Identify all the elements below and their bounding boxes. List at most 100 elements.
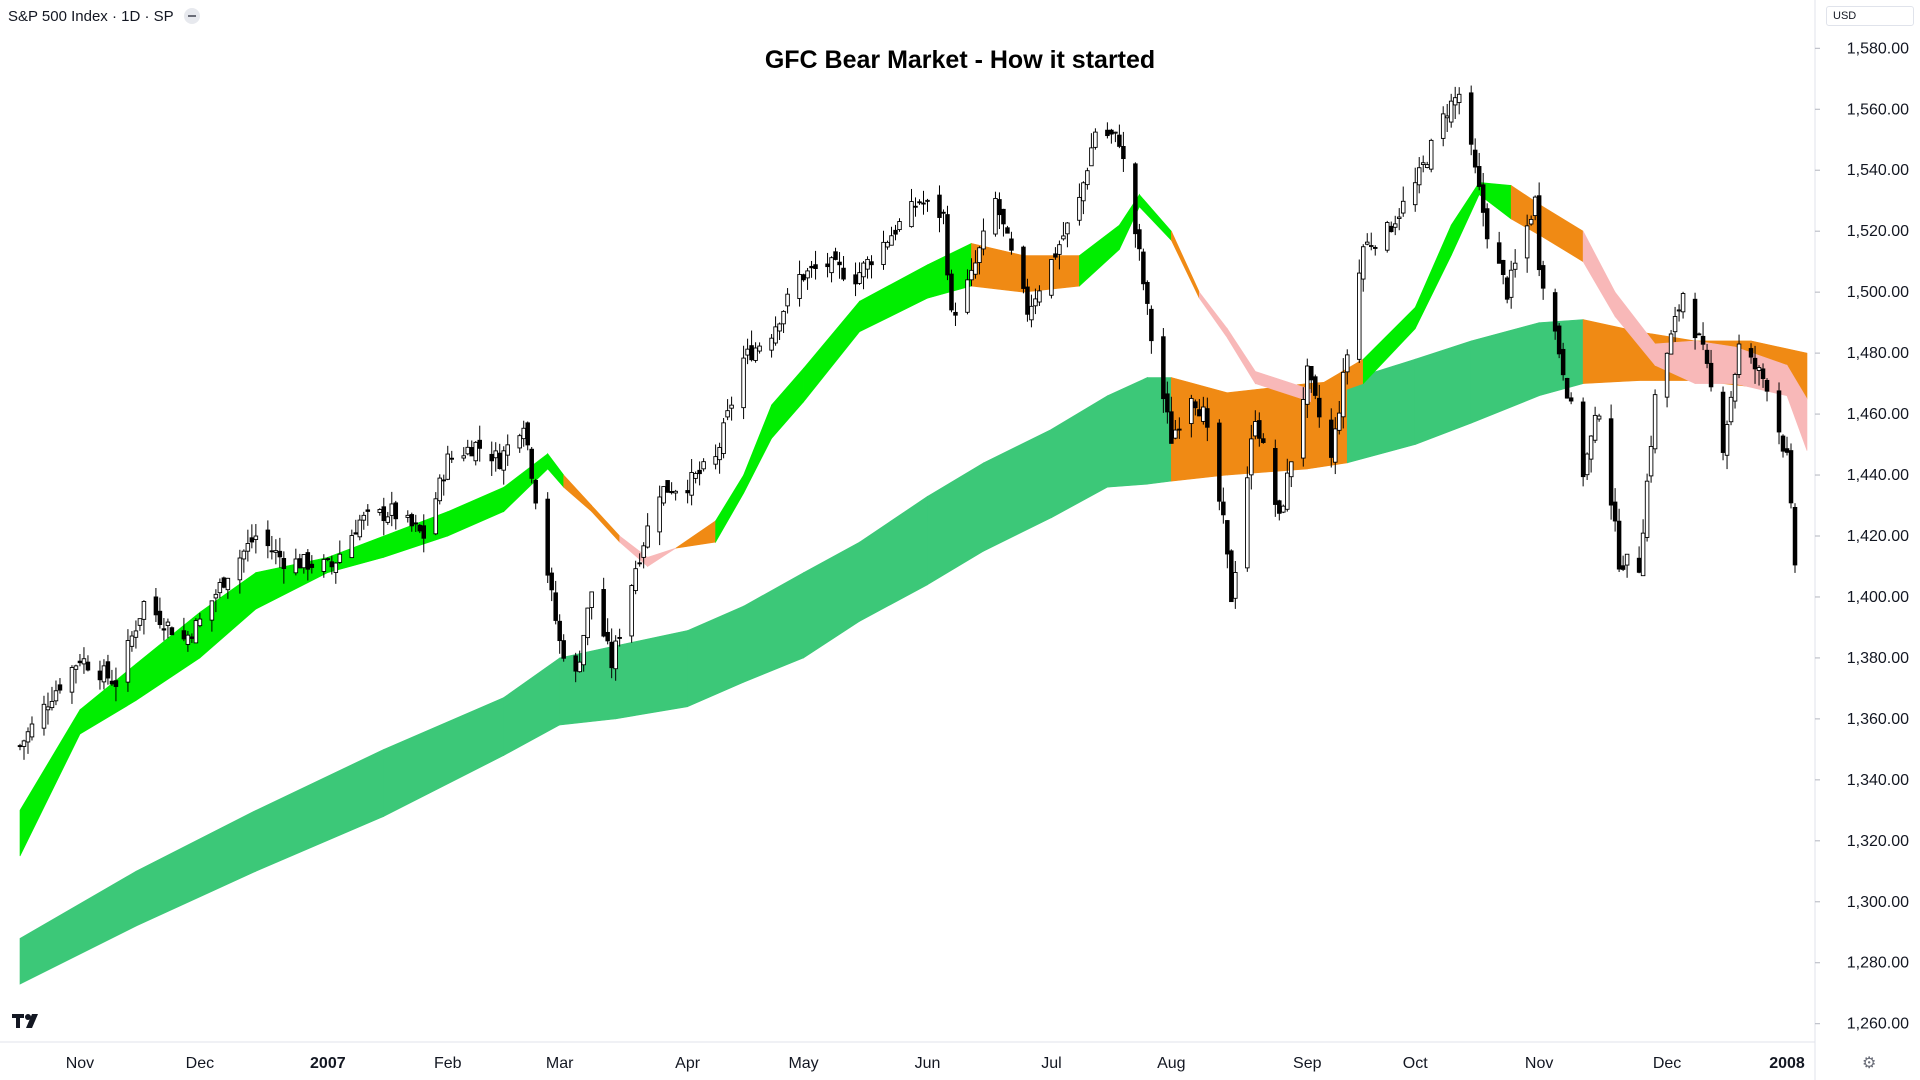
candle <box>297 553 303 569</box>
time-tick-label: Feb <box>434 1055 462 1072</box>
price-axis[interactable]: 1,260.00 1,280.00 1,300.00 1,320.00 1,340.00… <box>1815 40 1909 1033</box>
candle <box>1309 366 1314 393</box>
candle <box>1580 397 1586 487</box>
price-tick-label: 1,260.00 <box>1847 1016 1909 1033</box>
candle <box>725 399 730 421</box>
candle <box>1396 208 1402 231</box>
candle <box>293 548 299 576</box>
candle <box>1588 435 1594 473</box>
tradingview-logo-icon <box>12 1014 38 1028</box>
candle <box>273 539 279 565</box>
time-tick-label: Oct <box>1403 1055 1428 1072</box>
candle <box>1053 247 1058 260</box>
candle <box>1456 87 1462 115</box>
candle <box>1672 306 1678 342</box>
short-ribbon-band-segment <box>547 452 564 489</box>
candle <box>1480 172 1486 227</box>
candle <box>1217 419 1222 511</box>
short-ribbon-band-segment <box>647 547 676 568</box>
candle <box>545 492 550 584</box>
candle <box>101 659 107 690</box>
candle <box>1496 231 1502 264</box>
candle <box>241 549 247 573</box>
price-tick-label: 1,320.00 <box>1847 833 1909 850</box>
candle <box>81 647 87 674</box>
candle <box>1225 520 1230 569</box>
time-axis[interactable]: Nov Dec 2007 Feb Mar Apr May Jun Jul Aug Sep Oct Nov… <box>66 1055 1805 1072</box>
candle <box>185 630 191 652</box>
candle <box>605 618 610 645</box>
short-ribbon-band-segment <box>503 453 548 513</box>
candle <box>1428 138 1434 173</box>
plot-area[interactable] <box>17 85 1808 985</box>
short-ribbon-band-segment <box>1786 364 1808 451</box>
candle <box>581 634 586 672</box>
candle <box>869 255 874 279</box>
candle <box>1412 167 1418 212</box>
time-tick-label: May <box>788 1055 818 1072</box>
currency-selector[interactable]: USD <box>1826 6 1914 26</box>
candle <box>1085 167 1090 190</box>
candle <box>909 188 914 228</box>
candle <box>1472 138 1478 174</box>
candle <box>1089 133 1094 167</box>
candle <box>669 482 674 495</box>
candle <box>741 345 746 420</box>
candle <box>1001 208 1006 237</box>
candle <box>465 439 470 456</box>
collapse-dot-icon[interactable] <box>183 8 200 24</box>
candle <box>665 480 670 493</box>
candle <box>1025 278 1030 322</box>
candle <box>1484 203 1490 249</box>
candle <box>993 191 998 237</box>
candle <box>1416 157 1422 194</box>
candle <box>1452 86 1458 120</box>
long-ribbon-band-segment <box>383 697 505 817</box>
long-ribbon-band-segment <box>135 809 257 927</box>
candle <box>829 256 834 283</box>
candle <box>1249 424 1254 490</box>
candle <box>305 549 311 581</box>
candle <box>1748 343 1754 364</box>
short-ribbon-band-segment <box>1139 193 1172 242</box>
price-tick-label: 1,580.00 <box>1847 40 1909 57</box>
symbol-header[interactable]: S&P 500 Index · 1D · SP <box>8 6 200 26</box>
candle <box>353 519 359 535</box>
candle <box>1648 435 1654 483</box>
candle <box>553 580 558 625</box>
candle <box>1476 152 1482 191</box>
candle <box>585 607 590 646</box>
time-tick-label: Aug <box>1157 1055 1185 1072</box>
candle <box>445 445 451 481</box>
candle <box>1612 488 1618 532</box>
time-tick-label: Sep <box>1293 1055 1322 1072</box>
time-tick-label: Nov <box>66 1055 94 1072</box>
candle <box>673 489 678 501</box>
candle <box>1620 555 1626 572</box>
candle <box>1372 245 1378 256</box>
candle <box>713 444 718 470</box>
candle <box>1448 93 1454 128</box>
candle <box>557 614 562 654</box>
candle <box>501 446 506 485</box>
candle <box>1161 328 1166 413</box>
candle <box>745 338 750 365</box>
settings-gear-icon[interactable]: ⚙ <box>1862 1055 1877 1072</box>
candle <box>969 258 974 287</box>
candle <box>753 342 758 363</box>
candle <box>1364 233 1370 246</box>
short-ribbon-band-segment <box>1227 327 1256 385</box>
candle <box>1189 394 1194 438</box>
candle <box>497 443 502 470</box>
candle <box>433 492 439 536</box>
candle <box>1760 363 1766 388</box>
candle <box>1780 434 1786 458</box>
candle <box>1145 280 1150 315</box>
candle <box>1305 358 1310 418</box>
candle <box>1652 389 1658 454</box>
candle <box>1792 503 1798 573</box>
candle <box>85 655 91 672</box>
time-tick-label: 2008 <box>1769 1055 1805 1072</box>
candle <box>357 514 363 541</box>
